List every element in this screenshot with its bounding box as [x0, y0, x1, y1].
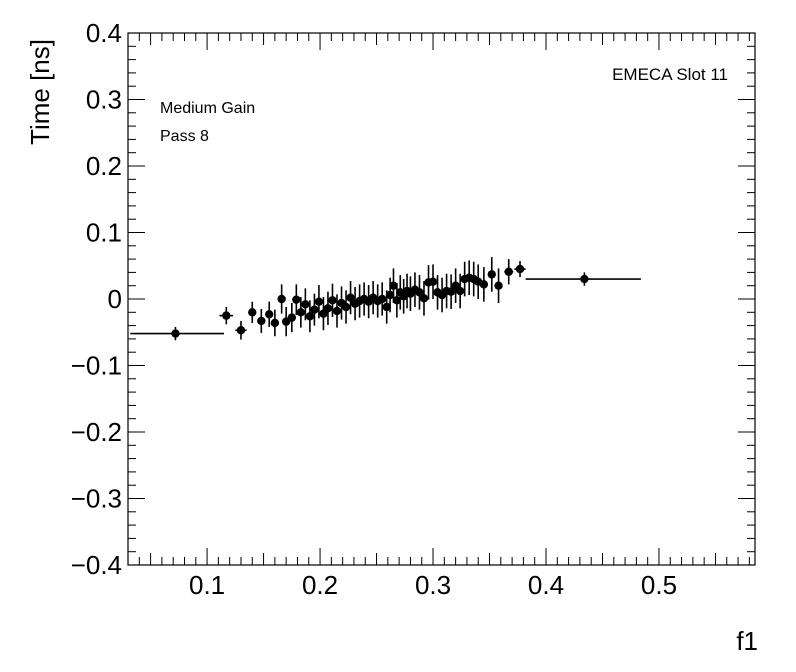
- data-point: [419, 294, 429, 303]
- data-point: [305, 312, 315, 321]
- y-tick-label: 0.4: [86, 18, 122, 48]
- y-axis-title: Time [ns]: [25, 39, 55, 145]
- slot-annotation: EMECA Slot 11: [612, 65, 728, 84]
- data-point: [248, 308, 257, 317]
- data-point: [515, 264, 525, 274]
- data-point: [270, 318, 280, 328]
- data-point: [504, 267, 513, 276]
- pass-annotation: Pass 8: [160, 128, 209, 145]
- data-markers: [171, 264, 589, 338]
- data-point: [222, 311, 231, 320]
- data-point: [341, 302, 351, 312]
- x-axis-title: f1: [736, 626, 758, 656]
- x-tick-label: 0.3: [415, 570, 451, 600]
- data-point: [287, 313, 297, 322]
- y-tick-label: −0.3: [71, 484, 122, 514]
- data-point: [332, 306, 342, 316]
- data-point: [389, 281, 398, 290]
- gain-annotation: Medium Gain: [160, 100, 255, 117]
- data-point: [580, 274, 589, 284]
- y-tick-label: −0.4: [71, 550, 122, 580]
- data-point: [314, 297, 324, 306]
- data-point: [487, 270, 496, 279]
- data-point: [328, 296, 337, 305]
- data-point: [346, 293, 355, 302]
- data-point: [455, 286, 465, 296]
- data-point: [479, 280, 489, 289]
- data-point: [415, 288, 424, 297]
- data-point: [323, 304, 333, 313]
- data-point: [446, 287, 456, 296]
- x-tick-label: 0.2: [302, 570, 338, 600]
- data-point: [257, 316, 266, 326]
- data-point: [265, 310, 274, 319]
- data-point: [171, 329, 180, 338]
- y-tick-label: −0.1: [71, 351, 122, 381]
- data-point: [392, 296, 402, 305]
- x-tick-label: 0.4: [528, 570, 564, 600]
- data-point: [296, 308, 306, 317]
- tick-labels: −0.4 −0.3 −0.2 −0.1 0 0.1 0.2 0.3 0.4 0.1 0.2 0.3 0.…: [71, 18, 677, 600]
- data-point: [236, 326, 246, 335]
- data-point: [494, 281, 503, 290]
- data-point: [310, 305, 319, 314]
- y-tick-label: 0.2: [86, 151, 122, 181]
- y-tick-label: 0.1: [86, 218, 122, 248]
- x-tick-label: 0.1: [189, 570, 225, 600]
- data-point: [292, 295, 301, 304]
- data-point: [277, 294, 286, 304]
- data-point: [377, 294, 387, 304]
- y-tick-label: −0.2: [71, 417, 122, 447]
- axis-ticks: [127, 32, 755, 566]
- data-point: [385, 290, 395, 300]
- y-tick-label: 0: [108, 284, 122, 314]
- data-point: [382, 302, 391, 312]
- y-tick-label: 0.3: [86, 85, 122, 115]
- x-tick-label: 0.5: [641, 570, 677, 600]
- data-point: [301, 300, 310, 309]
- data-point: [428, 277, 438, 286]
